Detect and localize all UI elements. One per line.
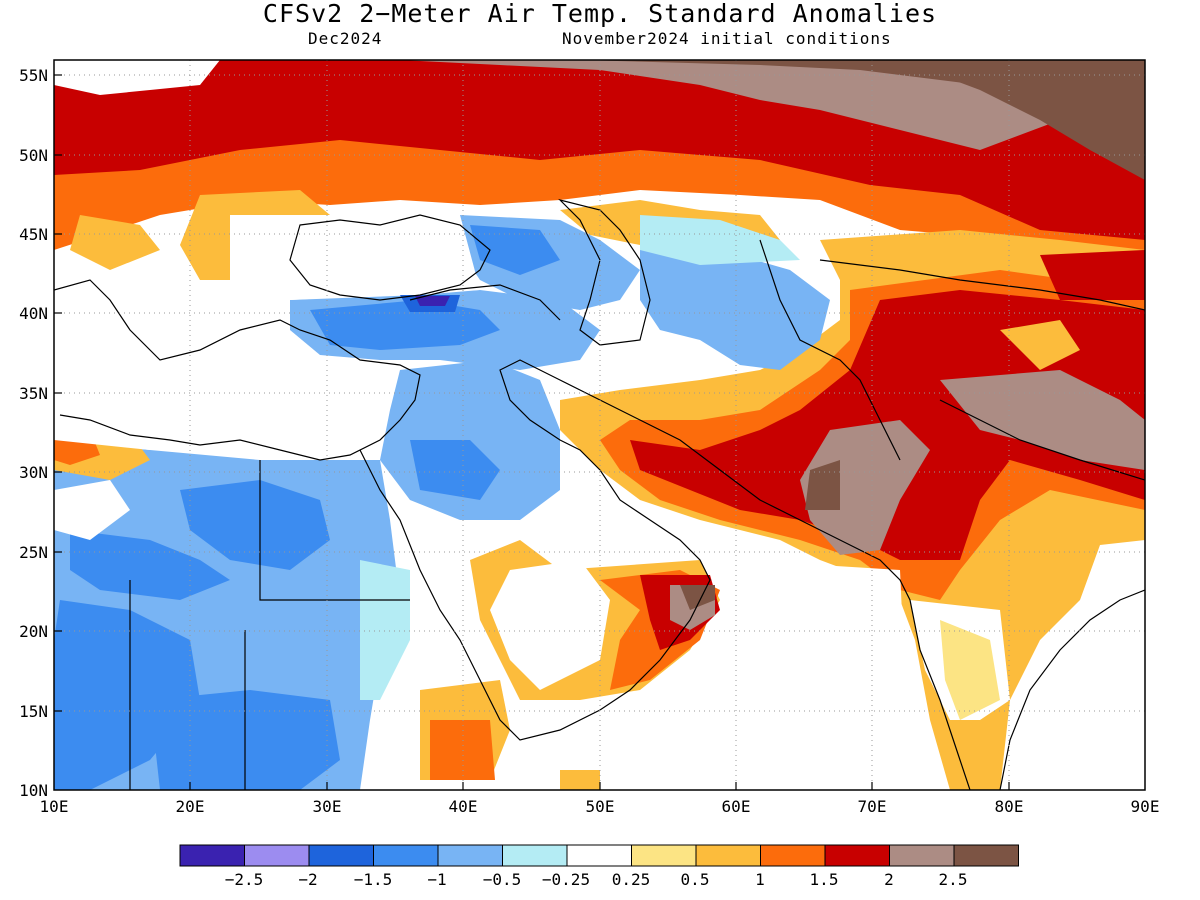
colorbar-swatch [373,844,439,867]
colorbar-label: −2 [298,870,318,889]
colorbar-label: 2 [884,870,894,889]
colorbar-label: −1 [427,870,447,889]
lon-label-50e: 50E [585,797,615,816]
colorbar-swatch [824,844,890,867]
lat-label-10n: 10N [19,781,48,800]
colorbar-label: −0.25 [541,870,591,889]
lat-label-25n: 25N [19,543,48,562]
lon-label-70e: 70E [857,797,887,816]
lat-label-55n: 55N [19,66,48,85]
lat-label-40n: 40N [19,304,48,323]
colorbar-swatch [953,844,1019,867]
lat-label-20n: 20N [19,622,48,641]
graticule [54,60,1145,790]
lat-label-45n: 45N [19,225,48,244]
colorbar-swatch [308,844,374,867]
colorbar-label: 2.5 [938,870,968,889]
initial-conditions: November2024 initial conditions [562,29,892,48]
lon-label-80e: 80E [994,797,1024,816]
lon-label-90e: 90E [1130,797,1160,816]
map-title: CFSv2 2−Meter Air Temp. Standard Anomali… [262,0,938,28]
valid-month: Dec2024 [308,29,383,48]
colorbar [179,844,1019,867]
colorbar-swatch [437,844,503,867]
colorbar-label: 0.5 [680,870,710,889]
colorbar-label: 0.25 [611,870,651,889]
colorbar-swatch [695,844,761,867]
lon-label-10e: 10E [39,797,69,816]
colorbar-label: −1.5 [353,870,393,889]
lon-label-30e: 30E [312,797,342,816]
lon-label-60e: 60E [721,797,751,816]
lat-label-30n: 30N [19,463,48,482]
colorbar-swatch [566,844,632,867]
coastlines [54,198,1145,790]
lat-label-50n: 50N [19,146,48,165]
colorbar-swatch [760,844,826,867]
lon-label-20e: 20E [175,797,205,816]
colorbar-label: 1.5 [809,870,839,889]
colorbar-swatch [244,844,310,867]
colorbar-label: −2.5 [224,870,264,889]
colorbar-label: 1 [755,870,765,889]
colorbar-swatch [502,844,568,867]
axis-ticks [54,74,1010,790]
colorbar-swatch [889,844,955,867]
colorbar-swatch [179,844,245,867]
lat-label-35n: 35N [19,384,48,403]
colorbar-swatch [631,844,697,867]
colorbar-label: −0.5 [482,870,522,889]
lon-label-40e: 40E [448,797,478,816]
lat-label-15n: 15N [19,702,48,721]
